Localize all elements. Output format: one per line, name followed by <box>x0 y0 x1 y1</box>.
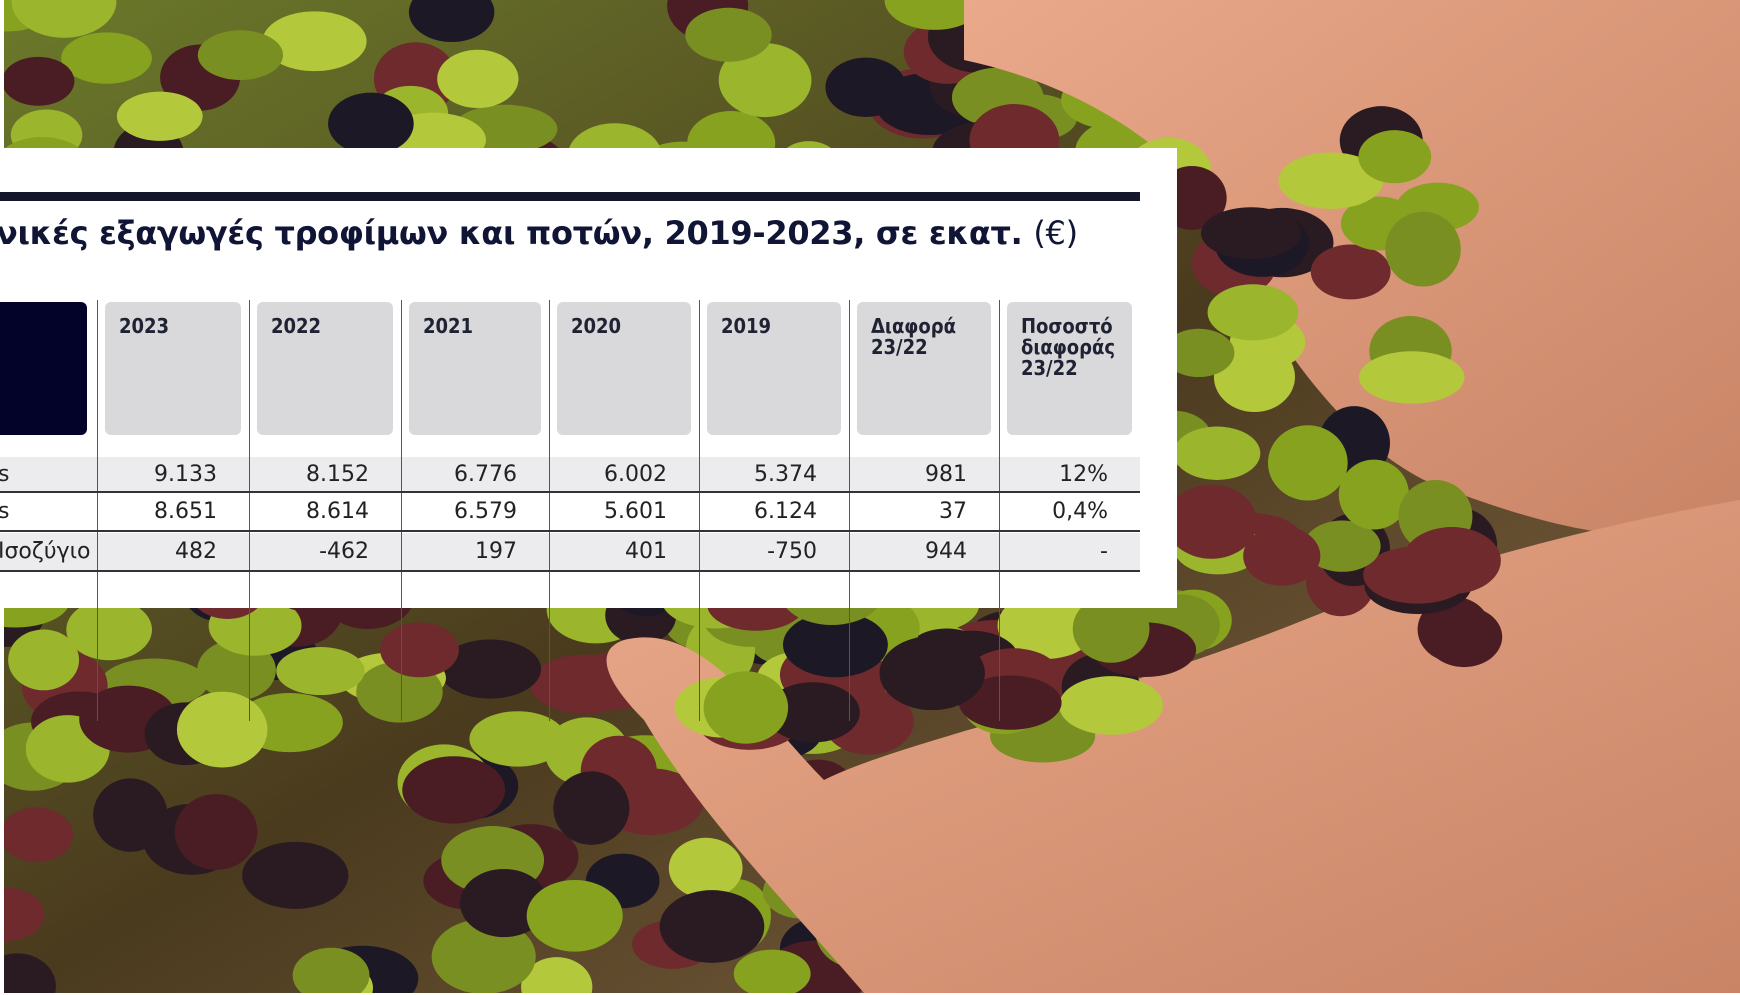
value-cell: 8.614 <box>249 493 369 530</box>
value-cell: 981 <box>849 457 967 491</box>
value-cell: 12% <box>999 457 1108 491</box>
olive <box>669 838 743 899</box>
column-divider <box>699 300 700 721</box>
header-cell: Ποσοστό διαφοράς 23/22 <box>1007 302 1132 435</box>
olive <box>177 692 268 768</box>
header-cell: 2019 <box>707 302 841 435</box>
olive <box>175 794 258 870</box>
olive <box>8 629 79 690</box>
value-cell: 6.124 <box>699 493 817 530</box>
row-label: s <box>0 457 90 491</box>
header-corner <box>0 302 87 435</box>
column-divider <box>999 300 1000 721</box>
value-cell: 37 <box>849 493 967 530</box>
value-cell: 5.374 <box>699 457 817 491</box>
row-rule <box>0 530 1140 532</box>
value-cell: 5.601 <box>549 493 667 530</box>
value-cell: 6.579 <box>401 493 517 530</box>
header-cell: 2021 <box>409 302 541 435</box>
value-cell: 8.651 <box>97 493 217 530</box>
value-cell: 0,4% <box>999 493 1108 530</box>
olive <box>1385 212 1461 287</box>
olive <box>1403 527 1501 594</box>
value-cell: 8.152 <box>249 457 369 491</box>
olive <box>527 880 623 952</box>
value-cell: 944 <box>849 533 967 570</box>
olive <box>198 30 283 80</box>
olive <box>1359 351 1465 403</box>
olive <box>660 890 765 963</box>
title-unit: (€) <box>1033 214 1077 252</box>
header-cell: 2022 <box>257 302 393 435</box>
column-divider <box>549 300 550 721</box>
row-rule <box>0 491 1140 493</box>
header-cell: 2020 <box>557 302 691 435</box>
olive <box>402 756 505 823</box>
olive <box>704 671 789 743</box>
value-cell: - <box>999 533 1108 570</box>
olive <box>1059 676 1163 735</box>
olive <box>328 93 414 155</box>
olive <box>1339 460 1409 530</box>
value-cell: 6.002 <box>549 457 667 491</box>
value-cell: 197 <box>401 533 517 570</box>
olive <box>1268 425 1348 500</box>
olive <box>1208 284 1299 340</box>
olive <box>1174 427 1261 480</box>
olive <box>93 778 167 851</box>
olive <box>4 57 74 106</box>
olive <box>276 647 364 695</box>
olive <box>437 50 518 108</box>
column-divider <box>849 300 850 721</box>
olive <box>1201 207 1301 259</box>
olive <box>1243 526 1320 585</box>
olive <box>1166 485 1257 559</box>
olive <box>825 58 906 117</box>
column-divider <box>401 300 402 721</box>
olive <box>66 599 152 660</box>
title-text: νικές εξαγωγές τροφίμων και ποτών, 2019-… <box>0 214 1023 252</box>
olive <box>61 32 152 83</box>
row-rule <box>0 570 1140 572</box>
olive <box>685 8 771 62</box>
olive <box>117 92 203 141</box>
value-cell: -462 <box>249 533 369 570</box>
table-title: νικές εξαγωγές τροφίμων και ποτών, 2019-… <box>0 214 1078 252</box>
olive <box>242 842 348 909</box>
olive <box>380 622 459 677</box>
value-cell: 9.133 <box>97 457 217 491</box>
value-cell: 6.776 <box>401 457 517 491</box>
header-cell: Διαφορά 23/22 <box>857 302 991 435</box>
header-cell: 2023 <box>105 302 241 435</box>
page-body: Ισοζύγιο482 -462 197 401 -750 944- s8.651 8.614… <box>0 0 1740 995</box>
olive <box>1311 244 1391 299</box>
olive <box>469 711 566 766</box>
value-cell: -750 <box>699 533 817 570</box>
row-label: s <box>0 493 90 530</box>
value-cell: 482 <box>97 533 217 570</box>
olive <box>1358 130 1431 183</box>
column-divider <box>249 300 250 721</box>
olive <box>880 636 985 710</box>
value-cell: 401 <box>549 533 667 570</box>
row-label: Ισοζύγιο <box>0 533 90 570</box>
olive <box>553 771 629 844</box>
top-rule <box>0 192 1140 201</box>
page: Table over photo {"title": {"text": "νικ… <box>0 0 1740 995</box>
column-divider <box>97 300 98 721</box>
